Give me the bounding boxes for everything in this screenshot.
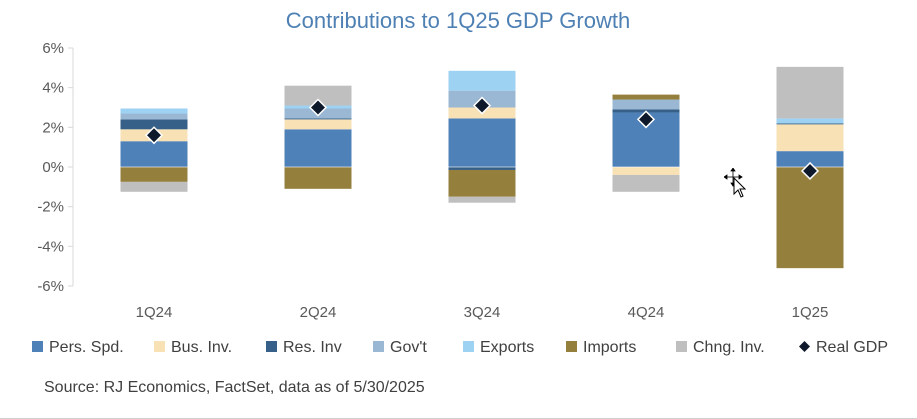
bar-segment xyxy=(448,167,516,170)
legend-label: Pers. Spd. xyxy=(49,339,124,356)
legend-label: Imports xyxy=(583,339,636,356)
legend-swatch xyxy=(154,341,165,352)
real-gdp-point xyxy=(472,96,492,115)
bar-segment xyxy=(448,196,516,203)
x-tick-label: 3Q24 xyxy=(464,304,501,321)
chart-title: Contributions to 1Q25 GDP Growth xyxy=(286,8,630,33)
y-tick-label: 4% xyxy=(42,80,64,97)
x-axis-labels: 1Q24 2Q24 3Q24 4Q24 1Q25 xyxy=(136,304,829,321)
bar-segment xyxy=(284,118,352,120)
bar-segment xyxy=(120,113,188,120)
bar-segment xyxy=(776,167,844,269)
bar-segment xyxy=(284,85,352,106)
x-tick-label: 2Q24 xyxy=(300,304,337,321)
bar-segment xyxy=(284,129,352,167)
legend-label: Gov't xyxy=(390,339,427,356)
bar-segment xyxy=(776,124,844,152)
bar-segment xyxy=(448,118,516,167)
real-gdp-point xyxy=(636,110,656,129)
y-tick-label: -4% xyxy=(37,238,64,255)
legend-swatch xyxy=(799,341,810,352)
bar-segment xyxy=(120,108,188,114)
bar-segment xyxy=(612,99,680,110)
bar-segment xyxy=(776,151,844,167)
move-cursor-icon xyxy=(724,168,746,198)
bar-segment xyxy=(448,70,516,91)
bar-segment xyxy=(776,123,844,125)
legend-label: Res. Inv xyxy=(283,339,342,356)
real-gdp-point xyxy=(144,126,164,145)
bar-segment xyxy=(448,169,516,197)
legend: Pers. Spd. Bus. Inv. Res. Inv Gov't Exports I… xyxy=(32,339,888,356)
y-tick-label: 2% xyxy=(42,119,64,136)
bar-segment xyxy=(612,167,680,175)
legend-label: Exports xyxy=(480,339,534,356)
legend-label: Real GDP xyxy=(816,339,888,356)
bar-segment xyxy=(120,167,188,182)
legend-swatch xyxy=(373,341,384,352)
legend-swatch xyxy=(266,341,277,352)
bar-segment xyxy=(776,118,844,124)
bar-segment xyxy=(612,94,680,100)
bar-segment xyxy=(120,181,188,192)
y-tick-label: -6% xyxy=(37,278,64,295)
bar-segment xyxy=(120,141,188,167)
bar-segment xyxy=(612,174,680,192)
real-gdp-markers xyxy=(144,96,820,181)
source-note: Source: RJ Economics, FactSet, data as o… xyxy=(44,379,425,396)
real-gdp-point xyxy=(800,161,820,181)
bar-segment xyxy=(284,119,352,130)
bar-segment xyxy=(776,66,844,119)
x-tick-label: 4Q24 xyxy=(628,304,665,321)
legend-swatch xyxy=(566,341,577,352)
x-tick-label: 1Q25 xyxy=(792,304,829,321)
y-axis: 6% 4% 2% 0% -2% -4% -6% xyxy=(37,40,74,295)
bar-segment xyxy=(284,167,352,189)
y-tick-label: 0% xyxy=(42,159,64,176)
y-tick-label: -2% xyxy=(37,199,64,216)
legend-label: Bus. Inv. xyxy=(171,339,232,356)
legend-swatch xyxy=(463,341,474,352)
real-gdp-point xyxy=(308,98,328,117)
y-tick-label: 6% xyxy=(42,40,64,57)
x-tick-label: 1Q24 xyxy=(136,304,173,321)
legend-swatch xyxy=(32,341,43,352)
legend-label: Chng. Inv. xyxy=(693,339,765,356)
bar-segment xyxy=(120,119,188,130)
legend-swatch xyxy=(676,341,687,352)
